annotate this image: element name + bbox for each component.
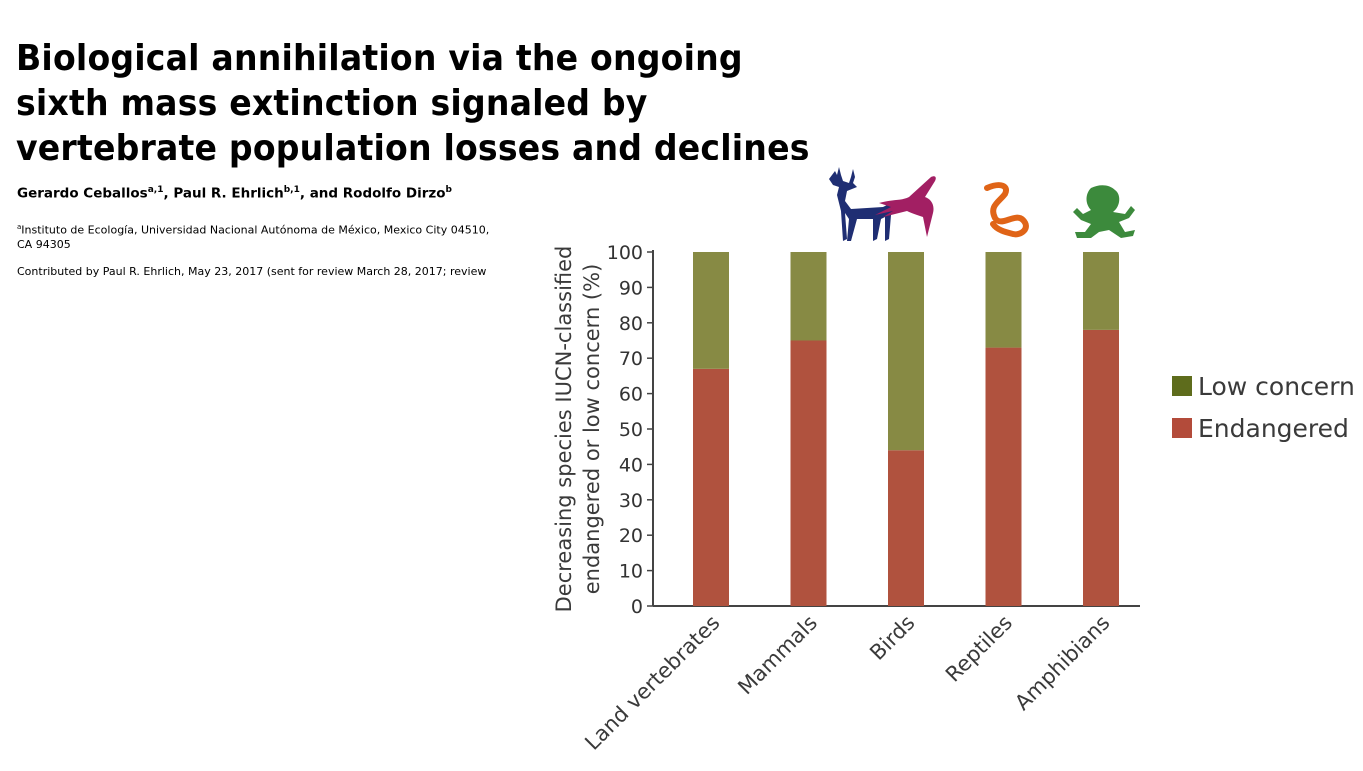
author-list: Gerardo Ceballosa,1, Paul R. Ehrlichb,1,… [17,185,452,202]
y-tick-label: 10 [619,561,643,583]
y-tick-label: 90 [619,277,643,299]
paper-title: Biological annihilation via the ongoing … [16,38,810,169]
author-affiliation-mark: a,1 [147,185,164,195]
deer-icon [829,167,895,241]
snake-icon [984,182,1029,238]
plot-area: 0 10 20 30 40 50 60 70 80 90 100 Decreasing species… [552,242,1140,755]
y-axis-label: Decreasing species IUCN-classified [552,246,576,613]
y-tick-label: 20 [619,525,643,547]
author-separator: , and [299,185,343,202]
bar-low-concern [790,252,827,341]
author-separator: , [163,185,174,202]
y-axis-label: endangered or low concern (%) [580,264,604,595]
bar-endangered [790,340,827,606]
bar-endangered [1083,329,1119,606]
bar-low-concern [985,252,1022,348]
bar-endangered [985,347,1022,606]
y-tick-label: 100 [607,242,643,264]
bar-low-concern [1083,252,1119,330]
bar-low-concern [888,252,924,451]
legend-swatch [1172,376,1192,396]
bar-endangered [888,450,924,606]
legend-swatch [1172,418,1192,438]
y-tick-label: 80 [619,313,643,335]
affiliation-continuation: CA 94305 [17,237,71,250]
affiliation-text: Instituto de Ecología, Universidad Nacio… [21,223,490,237]
legend: Low concern Endangered [1172,372,1355,443]
x-tick-label: Birds [865,611,919,665]
author-name: Rodolfo Dirzo [342,185,446,202]
author-name: Gerardo Ceballos [17,185,148,202]
y-tick-label: 40 [619,454,643,476]
y-tick-label: 70 [619,348,643,370]
legend-label: Endangered [1198,414,1349,443]
affiliation: aInstituto de Ecología, Universidad Naci… [17,220,542,250]
y-tick-label: 50 [619,419,643,441]
author-affiliation-mark: b [445,185,452,195]
swallow-icon [875,176,936,237]
stacked-bar-chart: 0 10 20 30 40 50 60 70 80 90 100 Decreasing species… [552,167,1355,755]
contribution-note: Contributed by Paul R. Ehrlich, May 23, … [17,265,487,278]
bar-endangered [693,368,729,606]
x-tick-label: Land vertebrates [580,611,724,755]
frog-icon [1073,185,1135,238]
x-tick-label: Mammals [733,611,822,700]
x-tick-label: Amphibians [1010,611,1114,715]
y-tick-label: 0 [631,596,643,618]
bar-low-concern [693,252,729,369]
author-affiliation-mark: b,1 [283,185,300,195]
y-tick-label: 30 [619,490,643,512]
chart-panel: 0 10 20 30 40 50 60 70 80 90 100 Decreasing species… [533,160,1363,766]
y-tick-label: 60 [619,384,643,406]
legend-label: Low concern [1198,372,1355,401]
author-name: Paul R. Ehrlich [173,185,284,202]
x-tick-label: Reptiles [941,611,1017,687]
affiliation-mark: a [17,223,22,231]
